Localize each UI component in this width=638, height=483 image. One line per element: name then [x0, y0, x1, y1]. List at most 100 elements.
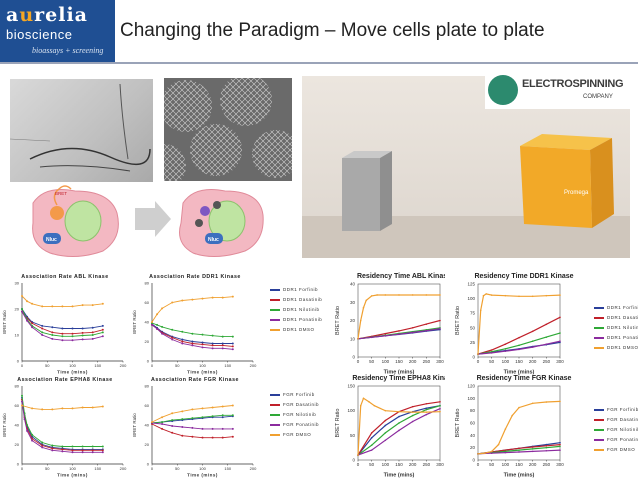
- data-point: [425, 407, 428, 409]
- chart-residency-epha8: Residency Time EPHA8 Kinase 0 50 100 150 200 2…: [330, 372, 456, 479]
- data-point: [531, 448, 534, 450]
- nluc-label-left: Nluc: [46, 237, 57, 243]
- legend-swatch: [270, 404, 280, 406]
- data-point: [81, 327, 84, 330]
- data-point: [181, 342, 184, 345]
- data-point: [531, 340, 534, 343]
- chart-svg: Residency Time DDR1 Kinase 0 50 100 150 200 25…: [455, 273, 574, 376]
- data-point: [191, 332, 194, 335]
- data-point: [81, 406, 84, 409]
- data-point: [81, 338, 84, 341]
- data-point: [101, 328, 104, 331]
- logo-subtitle: bioscience: [6, 27, 73, 42]
- data-point: [425, 413, 428, 416]
- data-point: [61, 305, 64, 308]
- data-point: [504, 343, 507, 345]
- data-point: [362, 397, 365, 400]
- data-point: [545, 443, 548, 446]
- data-point: [71, 407, 74, 410]
- data-point: [191, 340, 194, 343]
- data-point: [61, 448, 64, 451]
- data-point: [370, 444, 373, 446]
- data-point: [425, 323, 428, 325]
- legend-swatch: [594, 419, 604, 421]
- y-axis-label: BRET Ratio: [335, 306, 341, 335]
- x-tick-label: 200: [409, 359, 417, 364]
- data-point: [559, 449, 561, 451]
- data-point: [384, 424, 387, 427]
- data-point: [41, 334, 44, 336]
- data-point: [41, 441, 44, 444]
- y-tick-label: 40: [145, 423, 150, 428]
- data-point: [545, 343, 548, 345]
- data-point: [181, 330, 184, 333]
- data-point: [171, 338, 174, 341]
- data-point: [370, 437, 373, 439]
- chart-title: Association Rate DDR1 Kinase: [149, 274, 241, 280]
- data-point: [439, 294, 441, 296]
- legend-entry: DDR1 Forfinib: [594, 303, 638, 313]
- y-tick-label: 80: [15, 384, 20, 389]
- data-point: [384, 439, 387, 442]
- y-axis-label: BRET Ratio: [455, 409, 461, 438]
- data-point: [211, 296, 214, 299]
- aurelia-logo: aurelia bioscience bioassays + screening: [0, 0, 115, 62]
- data-point: [231, 345, 234, 348]
- legend-entry: FGR Forfinib: [594, 405, 638, 415]
- legend-swatch: [594, 307, 604, 309]
- series-line: [477, 293, 561, 355]
- legend-label: FGR Dasatinib: [607, 417, 638, 422]
- chart-residency-ddr1: Residency Time DDR1 Kinase 0 50 100 150 200 25…: [450, 270, 595, 376]
- x-tick-label: 200: [120, 466, 127, 471]
- data-point: [211, 415, 214, 418]
- series-line: [151, 322, 233, 338]
- logo-word: aurelia: [6, 4, 88, 26]
- data-point: [171, 328, 174, 331]
- legend-label: FGR Ponatinib: [283, 422, 320, 427]
- cell-diagram-svg: Nluc BRET Nluc: [32, 185, 264, 257]
- chart-title: Residency Time DDR1 Kinase: [474, 273, 573, 280]
- data-point: [357, 454, 359, 456]
- y-tick-label: 80: [145, 281, 150, 286]
- data-point: [171, 424, 174, 427]
- data-point: [151, 323, 153, 326]
- data-point: [41, 408, 44, 411]
- data-point: [91, 451, 94, 454]
- y-tick-label: 30: [15, 281, 20, 286]
- legend-label: DDR1 Dasatinib: [283, 297, 323, 302]
- data-point: [518, 344, 520, 347]
- data-point: [485, 293, 487, 295]
- y-tick-label: 10: [350, 336, 356, 341]
- legend-swatch: [270, 434, 280, 436]
- x-tick-label: 150: [94, 363, 101, 368]
- data-point: [81, 334, 84, 337]
- data-point: [221, 414, 224, 417]
- data-point: [376, 294, 378, 296]
- data-point: [161, 423, 164, 426]
- data-point: [490, 350, 493, 353]
- data-point: [201, 333, 204, 336]
- legend-fgr-residency: FGR Forfinib FGR Dasatinib FGR Nilotinib FG…: [594, 405, 638, 455]
- data-point: [171, 431, 174, 434]
- chart-residency-abl: Residency Time ABL Kinase 0 50 100 150 200 250…: [330, 270, 451, 376]
- data-point: [91, 331, 94, 334]
- data-point: [368, 400, 370, 403]
- x-tick-label: 0: [477, 462, 480, 467]
- data-point: [384, 294, 387, 296]
- data-point: [181, 434, 184, 437]
- data-point: [221, 335, 224, 338]
- legend-entry: FGR Forfinib: [270, 390, 319, 400]
- y-tick-label: 20: [15, 307, 20, 312]
- legend-label: FGR DMSO: [283, 432, 312, 437]
- data-point: [31, 322, 34, 325]
- y-tick-label: 0: [352, 458, 355, 463]
- legend-fgr-association: FGR Forfinib FGR Dasatinib FGR Nilotinib FG…: [270, 390, 319, 440]
- x-tick-label: 100: [69, 363, 76, 368]
- y-tick-label: 60: [470, 421, 476, 426]
- slide-title: Changing the Paradigm – Move cells plate…: [120, 20, 545, 41]
- data-point: [359, 404, 362, 407]
- data-point: [91, 326, 94, 329]
- data-point: [181, 338, 184, 341]
- data-point: [181, 340, 184, 343]
